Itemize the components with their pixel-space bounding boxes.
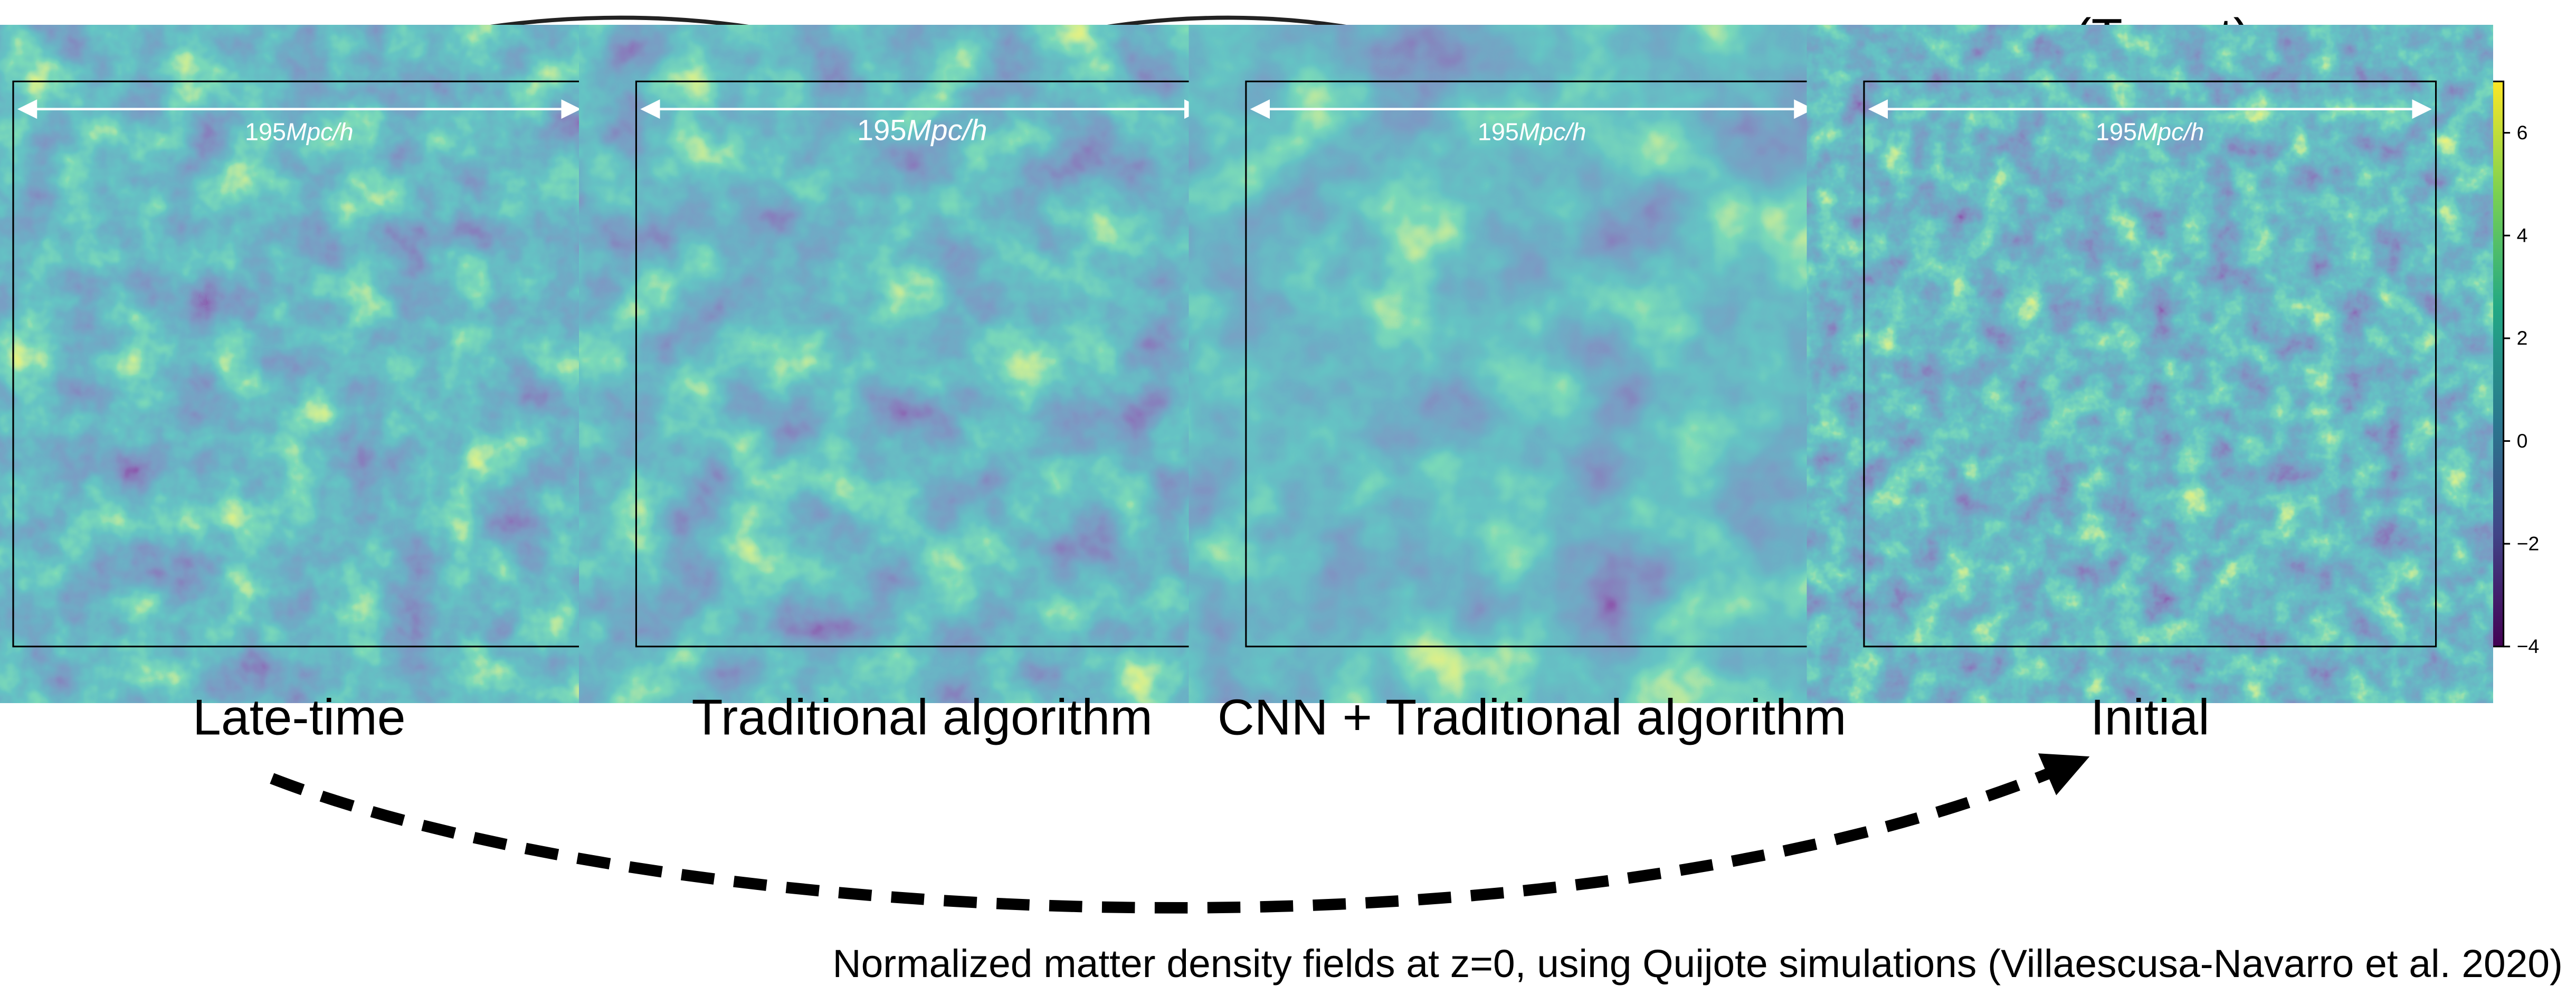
density-field [636, 81, 1208, 647]
scale-unit: Mpc/h [1519, 118, 1586, 146]
scale-label: 195Mpc/h [857, 113, 987, 147]
colorbar-tick-label: −4 [2517, 635, 2540, 657]
target-label: (Target) [2074, 8, 2250, 64]
scale-label: 195Mpc/h [2096, 118, 2204, 146]
colorbar-tick-label: 0 [2517, 430, 2528, 452]
scale-label: 195Mpc/h [1478, 118, 1586, 146]
page: (Target) Normalized matter density field… [0, 0, 2576, 995]
scale-label: 195Mpc/h [245, 118, 354, 146]
colorbar-tick-label: 2 [2517, 327, 2528, 349]
scale-value: 195 [245, 118, 286, 146]
colorbar-tick-label: 6 [2517, 121, 2528, 144]
colorbar [2474, 81, 2503, 647]
density-field [13, 81, 585, 647]
panel-label: Late-time [193, 689, 406, 745]
panel-label: Initial [2090, 689, 2210, 745]
arrow [953, 18, 1497, 73]
density-field [1864, 81, 2436, 647]
scale-value: 195 [857, 113, 907, 147]
caption: Normalized matter density fields at z=0,… [832, 942, 2563, 985]
scale-unit: Mpc/h [2137, 118, 2204, 146]
scale-unit: Mpc/h [907, 113, 987, 147]
density-field [1246, 81, 1818, 647]
arrow [310, 18, 903, 73]
panel-label: CNN + Traditional algorithm [1218, 689, 1847, 745]
scale-value: 195 [1478, 118, 1519, 146]
dashed-arrow [272, 765, 2068, 908]
colorbar-tick-label: −2 [2517, 533, 2540, 555]
figure: (Target) Normalized matter density field… [0, 0, 2576, 995]
panel-label: Traditional algorithm [692, 689, 1153, 745]
scale-unit: Mpc/h [286, 118, 354, 146]
scale-value: 195 [2096, 118, 2137, 146]
colorbar-tick-label: 4 [2517, 224, 2528, 247]
